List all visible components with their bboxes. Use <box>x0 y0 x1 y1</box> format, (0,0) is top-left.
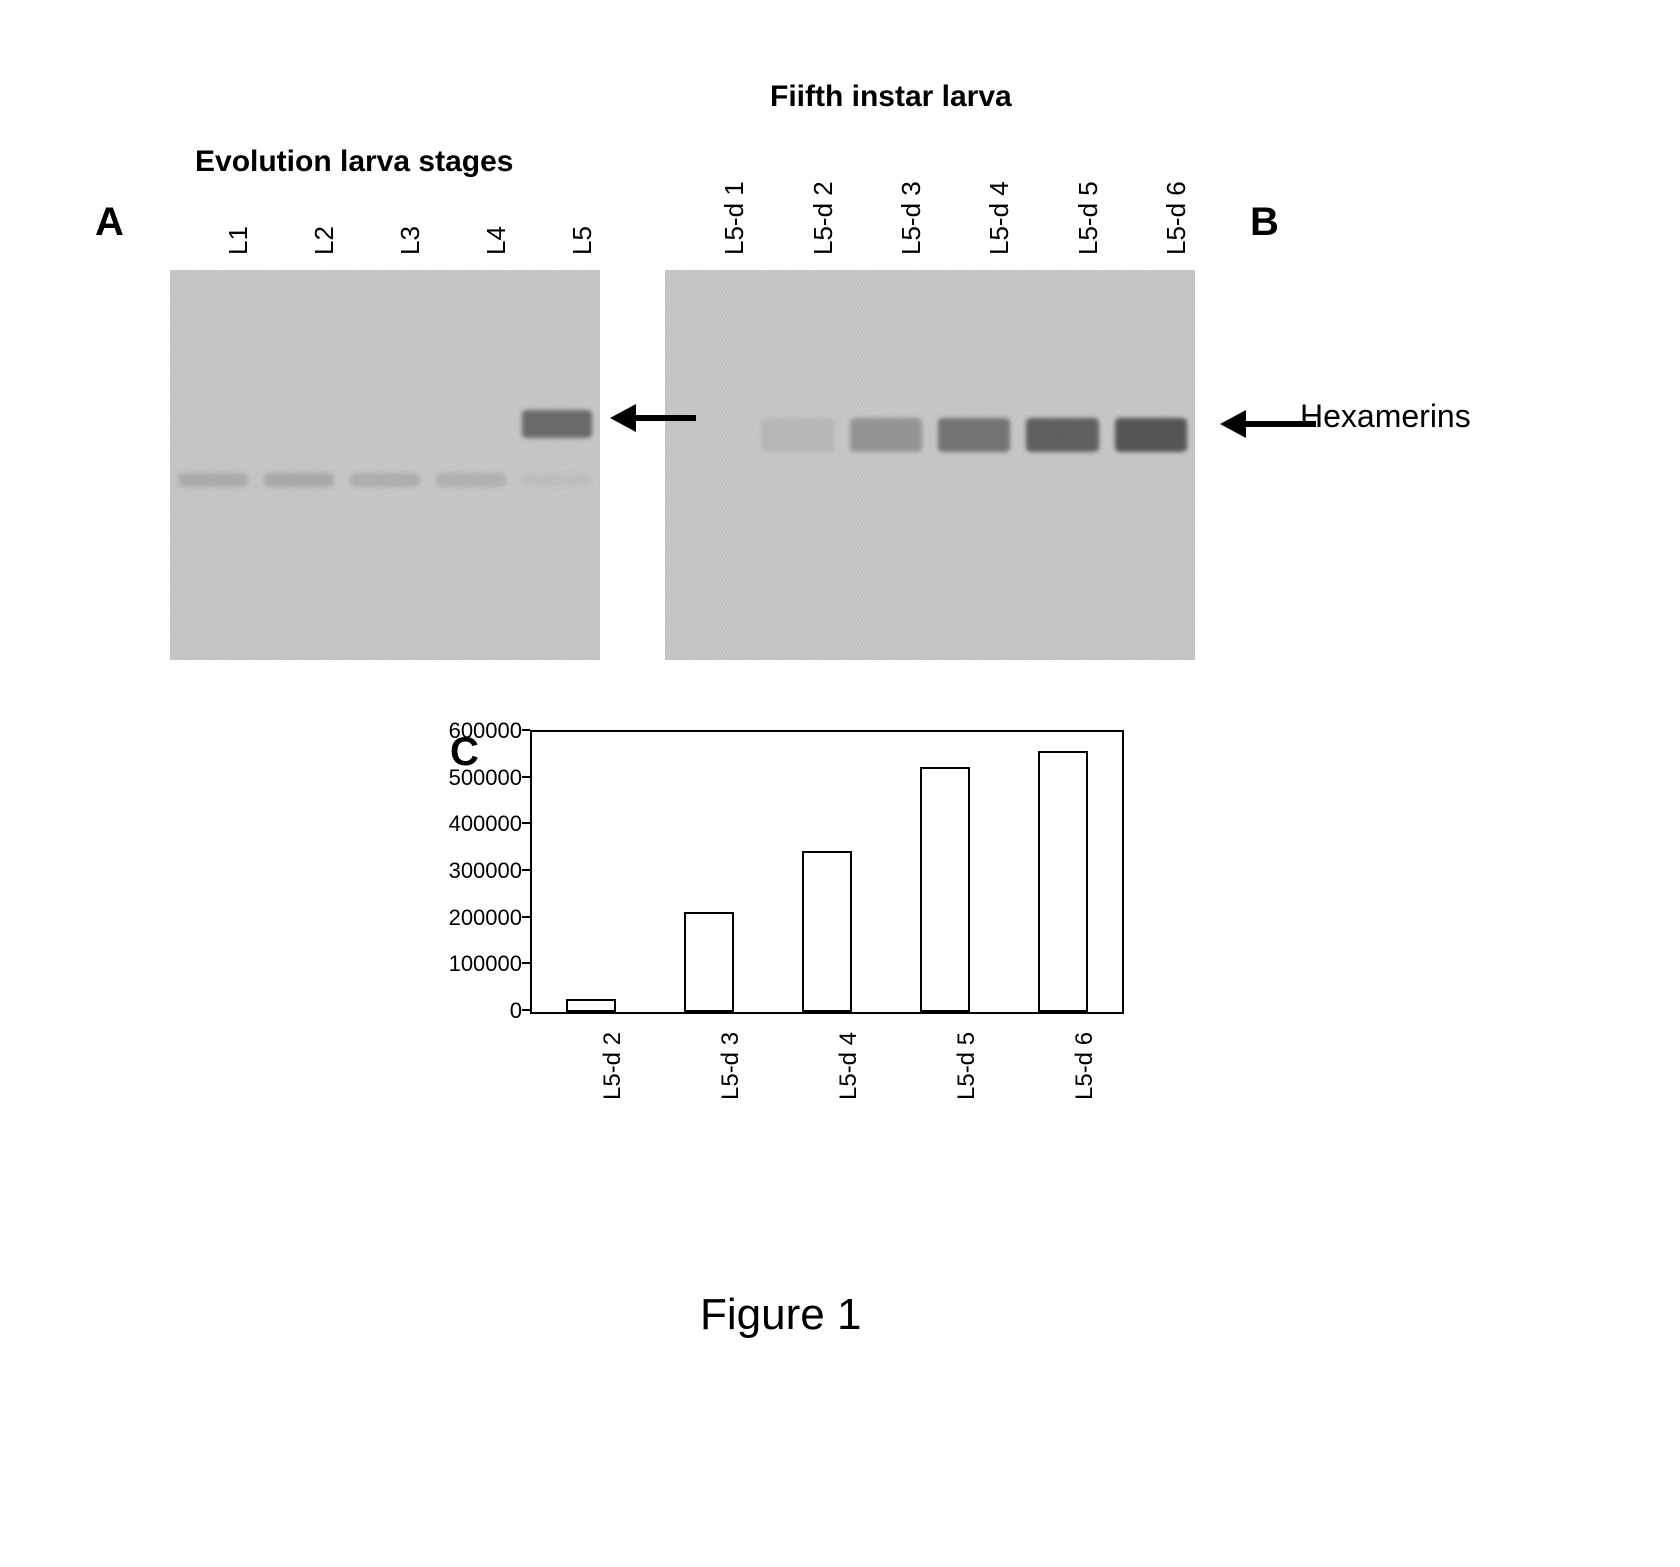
chart-ytick-label: 200000 <box>430 905 522 931</box>
chart-ytick-label: 100000 <box>430 951 522 977</box>
figure-caption: Figure 1 <box>700 1290 861 1340</box>
lane-label: L1 <box>223 226 254 255</box>
chart-ytick <box>522 776 530 778</box>
figure-container: Evolution larva stages Fiifth instar lar… <box>0 0 1680 1567</box>
chart-bar <box>684 912 734 1012</box>
arrow-line <box>636 415 696 421</box>
western-blot-b <box>665 270 1195 660</box>
chart-ytick <box>522 822 530 824</box>
chart-ytick-label: 0 <box>430 998 522 1024</box>
chart-bar <box>802 851 852 1012</box>
chart-ytick-label: 300000 <box>430 858 522 884</box>
lane-label: L5-d 1 <box>719 181 750 255</box>
panel-label-b: B <box>1250 200 1279 245</box>
protein-band <box>938 418 1010 452</box>
lane-label: L3 <box>395 226 426 255</box>
protein-band <box>1115 418 1187 452</box>
lane-label: L5-d 6 <box>1161 181 1192 255</box>
protein-band <box>761 418 833 452</box>
lane-label: L5-d 4 <box>984 181 1015 255</box>
chart-ytick-label: 400000 <box>430 811 522 837</box>
panel-a-title: Evolution larva stages <box>195 145 513 179</box>
chart-bar <box>1038 751 1088 1012</box>
blot-b-background <box>665 270 1195 660</box>
panel-label-a: A <box>95 200 124 245</box>
chart-xlabel: L5-d 3 <box>717 1032 745 1100</box>
protein-band-faint <box>264 473 335 487</box>
chart-xlabel: L5-d 6 <box>1071 1032 1099 1100</box>
blot-a-background <box>170 270 600 660</box>
lane-label: L5-d 2 <box>808 181 839 255</box>
chart-ytick-label: 600000 <box>430 718 522 744</box>
hexamerins-label: Hexamerins <box>1300 398 1471 435</box>
lane-label: L2 <box>309 226 340 255</box>
chart-ytick-label: 500000 <box>430 765 522 791</box>
panel-b-title: Fiifth instar larva <box>770 80 1012 114</box>
protein-band-faint <box>522 473 593 487</box>
lane-label: L5-d 3 <box>896 181 927 255</box>
bar-chart-c <box>530 730 1240 1150</box>
lane-label: L5-d 5 <box>1073 181 1104 255</box>
chart-ytick <box>522 869 530 871</box>
chart-ytick <box>522 962 530 964</box>
lane-label: L4 <box>481 226 512 255</box>
protein-band-faint <box>436 473 507 487</box>
chart-bar <box>566 999 616 1012</box>
protein-band <box>522 410 593 438</box>
chart-bar <box>920 767 970 1012</box>
western-blot-a <box>170 270 600 660</box>
chart-plot-area <box>530 730 1124 1014</box>
arrow-head-icon <box>610 404 636 432</box>
chart-xlabel: L5-d 5 <box>953 1032 981 1100</box>
chart-ytick <box>522 916 530 918</box>
protein-band <box>850 418 922 452</box>
arrow-blot-a <box>610 404 696 432</box>
protein-band <box>1026 418 1098 452</box>
protein-band-faint <box>350 473 421 487</box>
chart-xlabel: L5-d 2 <box>599 1032 627 1100</box>
protein-band-faint <box>178 473 249 487</box>
chart-xlabel: L5-d 4 <box>835 1032 863 1100</box>
lane-label: L5 <box>567 226 598 255</box>
chart-ytick <box>522 729 530 731</box>
arrow-head-icon <box>1220 410 1246 438</box>
chart-ytick <box>522 1009 530 1011</box>
